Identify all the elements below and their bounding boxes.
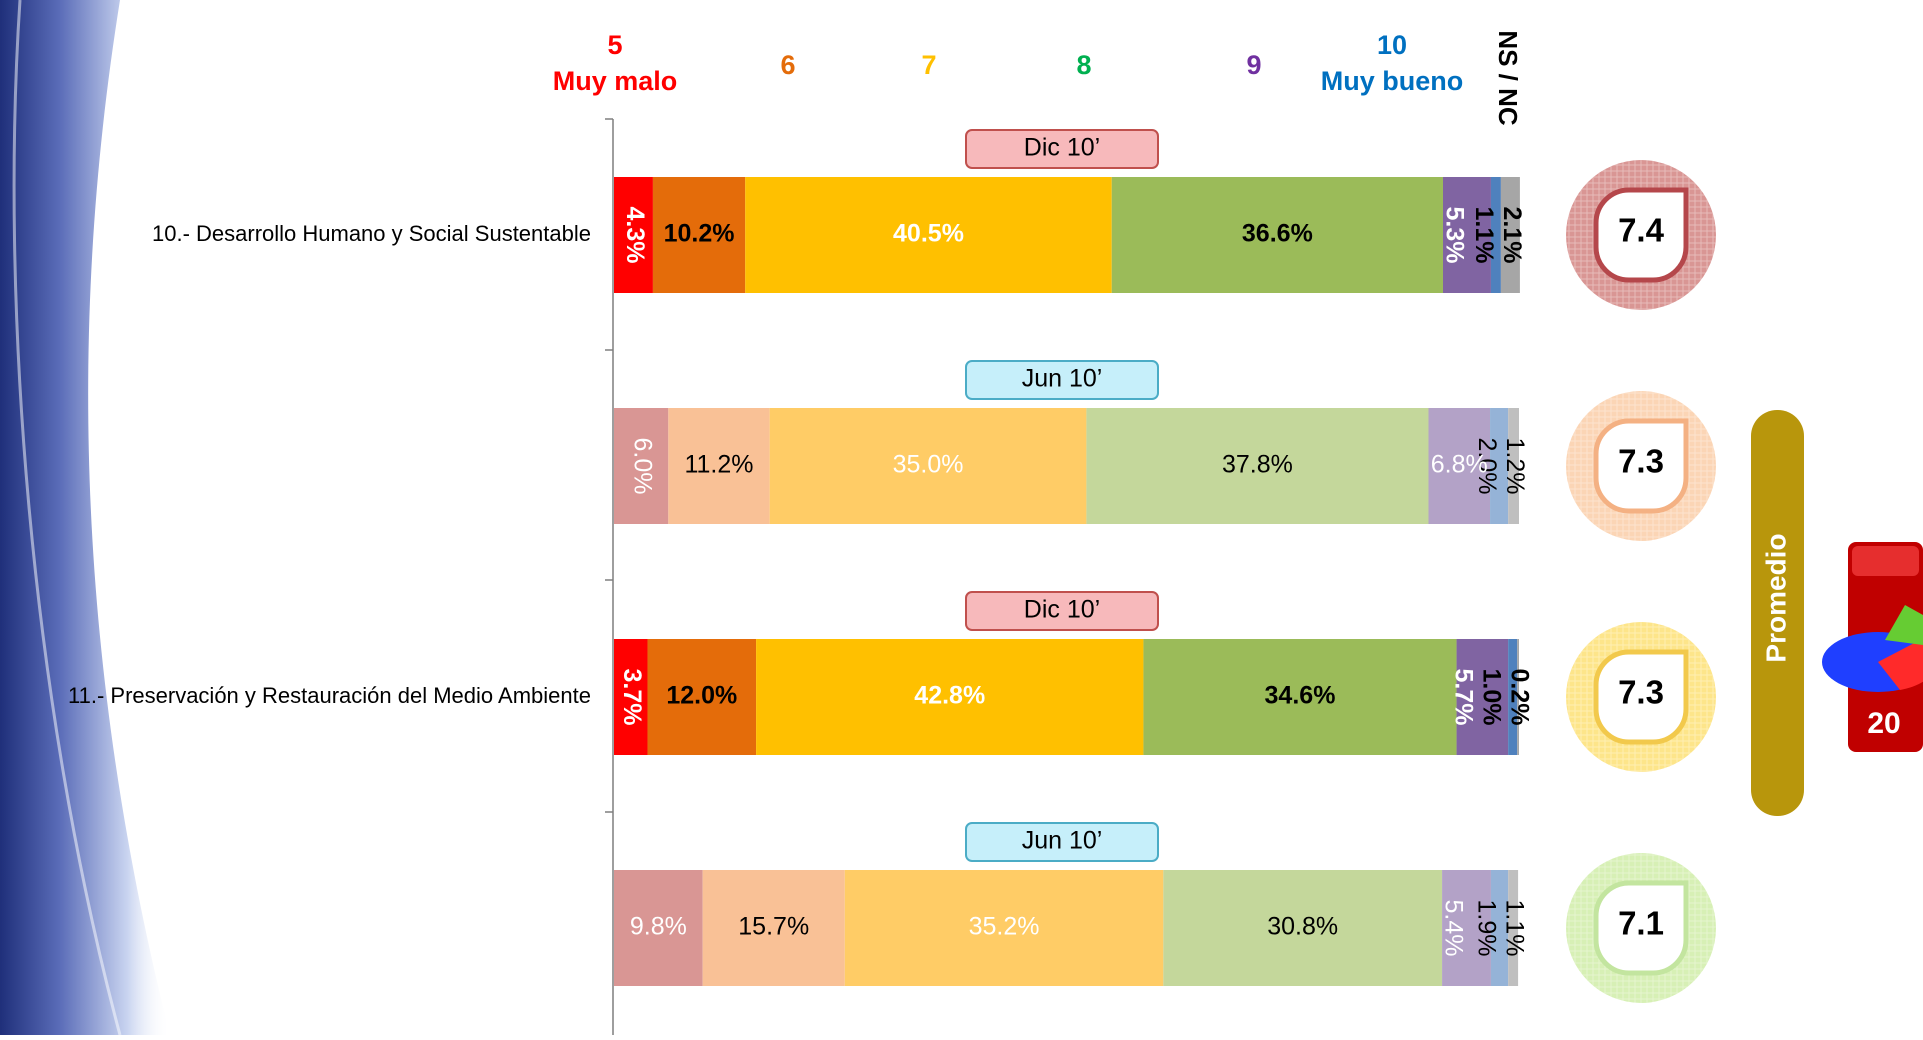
bar-segment xyxy=(652,177,746,293)
icon-highlight xyxy=(1852,546,1919,576)
value-label: 2.0% xyxy=(1473,438,1501,495)
bar-segment xyxy=(1111,177,1443,293)
value-label: 12.0% xyxy=(666,682,737,710)
period-badge xyxy=(965,591,1159,631)
value-label: 4.3% xyxy=(621,207,649,264)
value-label: 5.4% xyxy=(1439,900,1467,957)
bar-segment xyxy=(844,870,1164,986)
category-label: 11.- Preservación y Restauración del Med… xyxy=(68,683,591,708)
legend-label: 10 xyxy=(1377,30,1407,60)
value-label: 5.7% xyxy=(1449,669,1477,726)
legend-label: 9 xyxy=(1246,50,1261,80)
value-label: 10.2% xyxy=(664,220,735,248)
value-label: 11.2% xyxy=(684,451,753,479)
value-label: 3.7% xyxy=(618,669,646,726)
bar-segment xyxy=(769,408,1087,524)
icon-pie-slice xyxy=(1885,605,1923,645)
bar-segment xyxy=(1163,870,1443,986)
value-label: 36.6% xyxy=(1242,220,1313,248)
value-label: 15.7% xyxy=(738,913,809,941)
bar-segment xyxy=(647,639,757,755)
period-badge xyxy=(965,129,1159,169)
promedio-value: 7.3 xyxy=(1618,443,1664,480)
promedio-value: 7.4 xyxy=(1618,212,1665,249)
icon-pie-slice xyxy=(1878,640,1923,690)
value-label: 40.5% xyxy=(893,220,964,248)
bar-segment xyxy=(702,870,845,986)
bar-segment xyxy=(1490,870,1509,986)
promedio-badge xyxy=(1593,649,1689,745)
bar-segment xyxy=(1442,177,1491,293)
promedio-value: 7.3 xyxy=(1618,674,1664,711)
bar-segment xyxy=(1442,870,1491,986)
bar-segment xyxy=(1456,639,1509,755)
value-label: 1.0% xyxy=(1477,669,1505,726)
bar-segment xyxy=(1508,639,1518,755)
legend-label: Muy bueno xyxy=(1321,66,1464,96)
background-decor xyxy=(12,0,122,1036)
value-label: 35.2% xyxy=(969,913,1040,941)
period-label: Jun 10’ xyxy=(1022,365,1103,393)
bar-segment xyxy=(1086,408,1429,524)
background-decor xyxy=(0,0,170,1035)
value-label: 42.8% xyxy=(914,682,985,710)
period-label: Jun 10’ xyxy=(1022,827,1103,855)
value-label: 6.8% xyxy=(1431,451,1488,479)
promedio-value: 7.1 xyxy=(1618,905,1664,942)
value-label: 6.0% xyxy=(629,438,657,495)
promedio-badge xyxy=(1593,187,1689,283)
bar-segment xyxy=(756,639,1144,755)
icon-text: 20 xyxy=(1867,707,1900,740)
period-label: Dic 10’ xyxy=(1024,596,1100,624)
bar-segment xyxy=(1517,639,1519,755)
value-label: 0.2% xyxy=(1505,669,1533,726)
legend-label: 8 xyxy=(1076,50,1091,80)
value-label: 30.8% xyxy=(1267,913,1338,941)
promedio-label: Promedio xyxy=(1760,533,1791,662)
legend-label: 6 xyxy=(780,50,795,80)
value-label: 34.6% xyxy=(1265,682,1336,710)
bar-segment xyxy=(668,408,770,524)
bar-segment xyxy=(1490,177,1501,293)
value-label: 1.2% xyxy=(1501,438,1529,495)
legend-label: Muy malo xyxy=(553,66,678,96)
legend-label: 7 xyxy=(921,50,936,80)
category-label: 10.- Desarrollo Humano y Social Sustenta… xyxy=(152,221,591,246)
bar-segment xyxy=(1500,177,1520,293)
promedio-badge xyxy=(1593,880,1689,976)
bar-segment xyxy=(614,639,648,755)
bar-segment xyxy=(614,408,669,524)
value-label: 1.9% xyxy=(1473,900,1501,957)
value-label: 9.8% xyxy=(630,913,687,941)
value-label: 5.3% xyxy=(1440,207,1468,264)
legend-label: NS / NC xyxy=(1493,30,1523,126)
value-label: 1.1% xyxy=(1470,207,1498,264)
bar-segment xyxy=(614,870,703,986)
period-badge xyxy=(965,822,1159,862)
bar-segment xyxy=(1428,408,1491,524)
bar-segment xyxy=(745,177,1112,293)
bar-segment xyxy=(614,177,653,293)
value-label: 2.1% xyxy=(1498,207,1526,264)
bar-segment xyxy=(1143,639,1457,755)
value-label: 1.1% xyxy=(1501,900,1529,957)
promedio-pill xyxy=(1751,410,1804,816)
period-badge xyxy=(965,360,1159,400)
promedio-badge xyxy=(1593,418,1689,514)
value-label: 35.0% xyxy=(893,451,964,479)
legend-label: 5 xyxy=(607,30,622,60)
period-label: Dic 10’ xyxy=(1024,134,1100,162)
value-label: 37.8% xyxy=(1222,451,1293,479)
bar-segment xyxy=(1508,408,1519,524)
bar-segment xyxy=(1508,870,1519,986)
bar-segment xyxy=(1490,408,1509,524)
